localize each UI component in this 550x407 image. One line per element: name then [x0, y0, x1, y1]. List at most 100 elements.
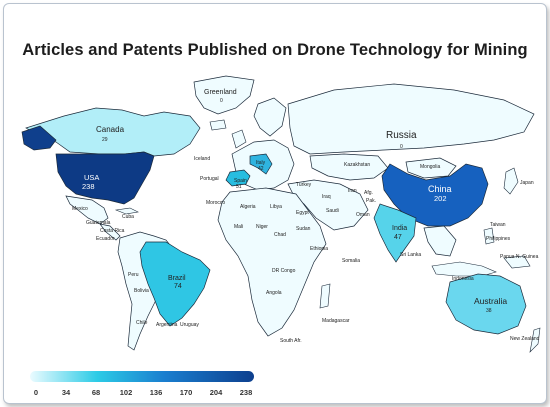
value-italy: 42 [258, 166, 264, 172]
region-china [381, 163, 489, 227]
region-italy [249, 153, 273, 175]
label-usa: USA [84, 173, 99, 182]
region-cuba [114, 207, 139, 215]
legend-ticks: 0 34 68 102 136 170 204 238 [30, 388, 260, 400]
label-russia: Russia [386, 130, 417, 141]
label-madagascar: Madagascar [322, 318, 350, 324]
legend-tick: 34 [61, 388, 71, 397]
label-bolivia: Bolivia [134, 288, 149, 294]
label-angola: Angola [266, 290, 282, 296]
value-greenland: 0 [220, 98, 223, 104]
label-egypt: Egypt [296, 210, 309, 216]
region-russia [287, 83, 535, 155]
label-iran: Iran [348, 188, 357, 194]
region-canada [25, 107, 201, 157]
legend-tick: 0 [33, 388, 39, 397]
label-kazakhstan: Kazakhstan [344, 162, 370, 168]
label-new-zealand: New Zealand [510, 336, 540, 342]
region-new-zealand [529, 327, 541, 353]
legend-tick: 170 [179, 388, 193, 397]
region-usa [55, 151, 155, 205]
region-brazil [139, 241, 211, 327]
value-australia: 38 [486, 308, 492, 314]
region-greenland [193, 75, 255, 115]
value-brazil: 74 [174, 283, 182, 290]
label-libya: Libya [270, 204, 282, 210]
label-turkey: Turkey [296, 182, 312, 188]
label-png: Papua N. Guinea [500, 254, 539, 260]
region-australia [445, 273, 527, 335]
region-png [503, 255, 531, 269]
label-chile: Chile [136, 320, 148, 326]
label-taiwan: Taiwan [490, 222, 506, 228]
label-indonesia: Indonesia [452, 276, 474, 282]
region-japan [503, 167, 519, 195]
label-china: China [428, 184, 452, 194]
label-saudi: Saudi [326, 208, 339, 214]
label-portugal: Portugal [200, 176, 219, 182]
region-indonesia [431, 261, 497, 277]
label-peru: Peru [128, 272, 139, 278]
legend-tick: 238 [239, 388, 253, 397]
label-pak: Pak. [366, 198, 376, 204]
region-madagascar [319, 283, 331, 309]
label-spain: Spain [234, 178, 247, 184]
label-philippines: Philippines [486, 236, 511, 242]
label-morocco: Morocco [206, 200, 225, 206]
map-title: Articles and Patents Published on Drone … [22, 41, 528, 59]
label-iraq: Iraq [322, 194, 331, 200]
label-mongolia: Mongolia [420, 164, 441, 170]
region-se-asia [423, 225, 457, 257]
label-niger: Niger [256, 224, 268, 230]
region-africa [217, 187, 327, 337]
label-guatemala: Guatemala [86, 220, 111, 226]
value-canada: 29 [102, 137, 108, 143]
value-china: 202 [434, 194, 447, 203]
value-russia: 0 [400, 144, 403, 150]
label-sri-lanka: Sri Lanka [400, 252, 421, 258]
legend-tick: 136 [149, 388, 163, 397]
label-uruguay: Uruguay [180, 322, 199, 328]
region-uk [231, 129, 247, 149]
map-frame: Articles and Patents Published on Drone … [3, 3, 547, 404]
label-mali: Mali [234, 224, 243, 230]
region-spain [225, 169, 251, 187]
legend-tick: 102 [119, 388, 133, 397]
region-alaska [21, 125, 57, 151]
label-south-africa: South Afr. [280, 338, 302, 344]
label-dr-congo: DR Congo [272, 268, 296, 274]
label-cuba: Cuba [122, 214, 134, 220]
label-argentina: Argentina [156, 322, 178, 328]
label-sudan: Sudan [296, 226, 311, 232]
label-ethiopia: Ethiopia [310, 246, 328, 252]
label-algeria: Algeria [240, 204, 256, 210]
label-somalia: Somalia [342, 258, 360, 264]
label-ecuador: Ecuador [96, 236, 115, 242]
label-mexico: Mexico [72, 206, 88, 212]
label-canada: Canada [96, 125, 125, 134]
label-chad: Chad [274, 232, 286, 238]
world-map: Greenland 0 Canada 29 USA 238 Mexico Bra… [21, 75, 541, 353]
region-scandinavia [253, 97, 287, 137]
legend-color-bar [30, 371, 254, 382]
label-iceland: Iceland [194, 156, 210, 162]
label-australia: Australia [474, 296, 507, 306]
legend-tick: 68 [91, 388, 101, 397]
region-india [373, 203, 417, 263]
value-usa: 238 [82, 182, 95, 191]
region-iceland [209, 119, 227, 131]
region-central-america [99, 223, 121, 241]
region-philippines [483, 227, 495, 245]
value-spain: 51 [236, 184, 242, 190]
label-oman: Oman [356, 212, 370, 218]
legend-tick: 204 [209, 388, 223, 397]
label-costa-rica: Costa Rica [100, 228, 125, 234]
label-brazil: Brazil [168, 275, 186, 282]
label-india: India [392, 225, 407, 232]
label-japan: Japan [520, 180, 534, 186]
region-kazakhstan [309, 153, 389, 181]
label-greenland: Greenland [204, 89, 237, 96]
label-italy: Italy [256, 160, 266, 166]
label-afg: Afg. [364, 190, 373, 196]
value-india: 47 [394, 234, 402, 241]
